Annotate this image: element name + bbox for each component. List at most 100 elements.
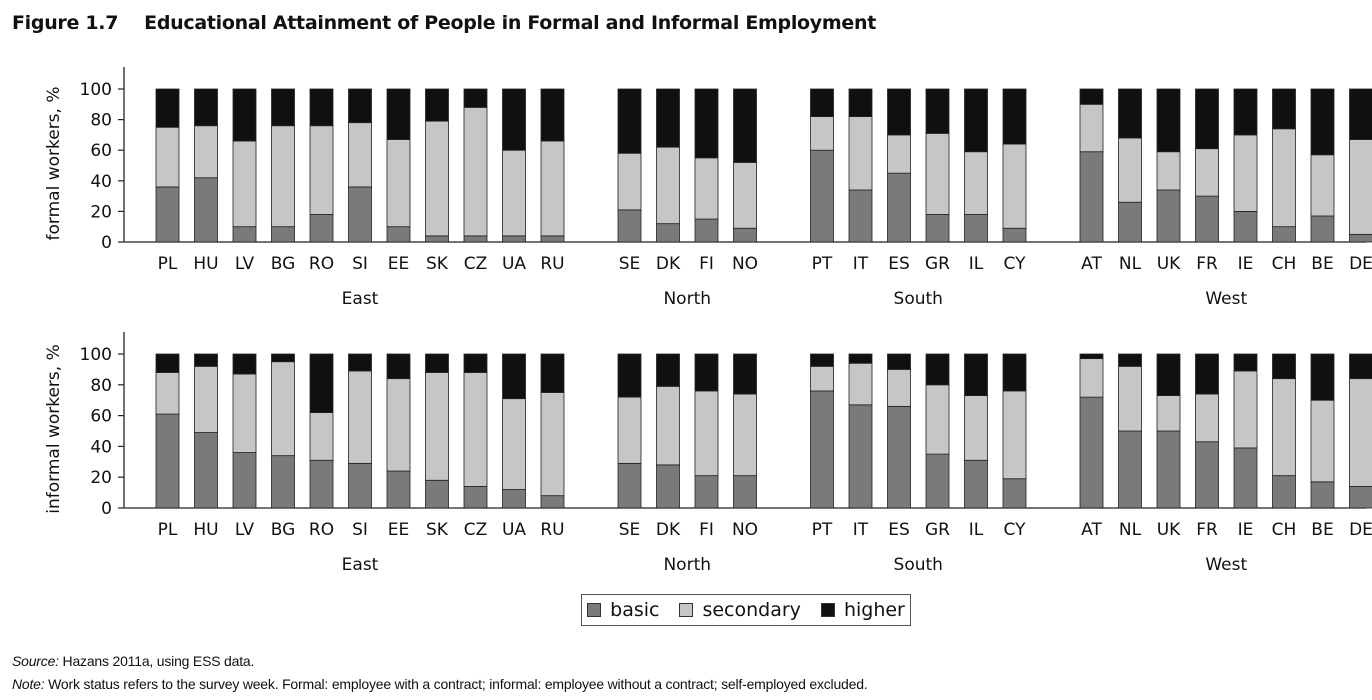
informal-bar-SK-basic [425, 479, 449, 509]
formal-x-tick-label-PL: PL [158, 254, 178, 274]
informal-bar-EE-basic [386, 470, 411, 509]
informal-bar-IL-higher [964, 353, 988, 396]
informal-bar-CH-higher [1272, 353, 1296, 380]
formal-group-label-north: North [663, 289, 711, 309]
informal-bar-DK-secondary [656, 385, 680, 466]
formal-bar-LV-secondary [232, 140, 257, 228]
source-text: Hazans 2011a, using ESS data. [58, 653, 255, 669]
formal-bar-PL-secondary [155, 126, 180, 188]
formal-bar-CY-higher [1002, 88, 1027, 145]
formal-bar-SI-basic [348, 186, 372, 243]
informal-bar-HU-higher [194, 353, 218, 367]
formal-bar-HU-higher [194, 88, 218, 127]
legend-label-higher: higher [843, 599, 905, 621]
formal-bar-SE-basic [617, 209, 642, 243]
informal-bar-CY-higher [1002, 353, 1027, 392]
formal-bar-SE-higher [617, 88, 642, 154]
informal-bar-DK-basic [656, 464, 680, 509]
informal-bar-PL-secondary [155, 372, 180, 415]
informal-bar-AT-secondary [1079, 358, 1104, 398]
formal-x-tick-label-FI: FI [699, 254, 714, 274]
informal-bar-BE-higher [1310, 353, 1335, 401]
formal-x-tick-label-RU: RU [540, 254, 564, 274]
formal-bar-BE-secondary [1310, 154, 1335, 217]
formal-bar-AT-higher [1079, 88, 1104, 105]
formal-y-tick-label: 100 [80, 80, 112, 100]
informal-bar-BE-basic [1310, 481, 1335, 509]
formal-x-tick-label-CH: CH [1272, 254, 1297, 274]
formal-bar-GR-higher [925, 88, 950, 134]
formal-bar-RO-higher [309, 88, 334, 127]
formal-bar-UK-secondary [1156, 151, 1181, 191]
informal-bar-IL-secondary [964, 395, 988, 461]
legend-item-secondary: secondary [679, 599, 801, 621]
formal-x-tick-label-SI: SI [352, 254, 368, 274]
informal-bar-UA-basic [502, 489, 526, 509]
informal-bar-AT-higher [1079, 353, 1104, 360]
informal-x-tick-label-UA: UA [502, 520, 526, 540]
informal-bar-RU-basic [540, 495, 565, 509]
informal-bar-IT-secondary [848, 362, 873, 406]
informal-bar-IE-secondary [1233, 370, 1258, 449]
formal-bar-DK-basic [656, 223, 680, 243]
formal-x-tick-label-SK: SK [426, 254, 449, 274]
informal-bar-FR-higher [1195, 353, 1219, 395]
informal-bar-DE-basic [1349, 486, 1372, 509]
informal-y-axis-label: informal workers, % [44, 344, 64, 513]
formal-x-tick-label-DK: DK [656, 254, 681, 274]
formal-bar-UK-basic [1156, 189, 1181, 243]
formal-bar-RU-higher [540, 88, 565, 142]
informal-bar-CZ-higher [463, 353, 488, 373]
formal-bar-PL-basic [155, 186, 180, 243]
informal-group-label-north: North [663, 555, 711, 575]
formal-bar-DK-secondary [656, 146, 680, 225]
formal-x-tick-label-BG: BG [271, 254, 296, 274]
informal-bar-RU-higher [540, 353, 565, 393]
formal-bar-IL-basic [964, 214, 988, 243]
formal-y-tick-label: 40 [90, 172, 112, 192]
informal-bar-NO-secondary [733, 393, 757, 477]
informal-bar-CZ-secondary [463, 372, 488, 487]
formal-bar-DE-basic [1349, 233, 1372, 243]
informal-x-tick-label-SE: SE [619, 520, 641, 540]
formal-bar-CZ-secondary [463, 106, 488, 237]
informal-x-tick-label-UK: UK [1157, 520, 1181, 540]
formal-y-tick-label: 20 [90, 202, 112, 222]
informal-x-tick-label-LV: LV [235, 520, 255, 540]
informal-bar-CZ-basic [463, 486, 488, 509]
informal-x-tick-label-SK: SK [426, 520, 449, 540]
informal-x-tick-label-IE: IE [1238, 520, 1254, 540]
legend-swatch-secondary [679, 603, 694, 617]
formal-bar-DK-higher [656, 88, 680, 148]
formal-bar-LV-higher [232, 88, 257, 142]
formal-bar-SK-higher [425, 88, 449, 122]
informal-bar-FR-basic [1195, 441, 1219, 509]
informal-bar-ES-higher [887, 353, 911, 370]
informal-bar-HU-basic [194, 432, 218, 509]
informal-bar-NL-secondary [1118, 365, 1142, 432]
informal-group-label-west: West [1205, 555, 1247, 575]
informal-bar-PL-basic [155, 413, 180, 509]
informal-bar-PT-higher [810, 353, 834, 367]
formal-bar-FR-secondary [1195, 148, 1219, 197]
formal-bar-HU-basic [194, 177, 218, 243]
informal-x-tick-label-BE: BE [1311, 520, 1333, 540]
informal-bar-BG-basic [271, 455, 295, 509]
formal-x-tick-label-RO: RO [309, 254, 334, 274]
source-label: Source: [12, 653, 59, 669]
informal-bar-IE-basic [1233, 447, 1258, 509]
informal-bar-CH-secondary [1272, 378, 1296, 477]
formal-bar-HU-secondary [194, 125, 218, 179]
informal-y-tick-label: 0 [101, 499, 112, 519]
formal-bar-EE-higher [386, 88, 411, 140]
informal-x-tick-label-PL: PL [158, 520, 178, 540]
informal-bar-SE-secondary [617, 396, 642, 464]
informal-bar-NL-basic [1118, 430, 1142, 509]
informal-x-tick-label-AT: AT [1081, 520, 1102, 540]
informal-bar-NO-higher [733, 353, 757, 395]
formal-bar-GR-basic [925, 214, 950, 243]
informal-bar-RO-secondary [309, 412, 334, 461]
formal-x-tick-label-ES: ES [888, 254, 910, 274]
informal-group-label-south: South [894, 555, 943, 575]
informal-bar-FI-basic [694, 475, 719, 509]
